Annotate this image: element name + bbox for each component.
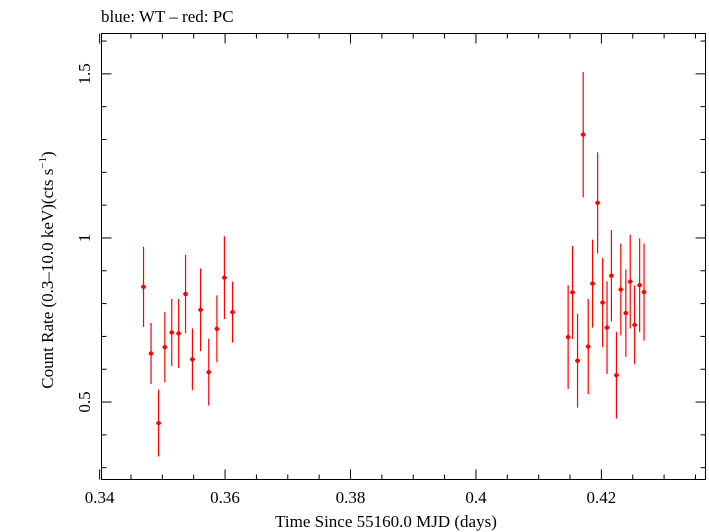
- point-marker: [590, 281, 595, 286]
- data-point: [162, 312, 168, 383]
- data-point: [221, 236, 227, 320]
- data-point: [627, 234, 633, 329]
- y-tick-label: 1.5: [75, 63, 94, 84]
- data-point: [580, 71, 586, 198]
- point-marker: [628, 279, 633, 284]
- y-axis-label-main: Count Rate (0.3–10.0 keV)(cts s: [38, 169, 57, 389]
- plot-frame: [101, 33, 706, 480]
- point-marker: [632, 322, 637, 328]
- data-point: [156, 389, 162, 457]
- point-marker: [600, 300, 605, 305]
- data-point: [189, 328, 195, 391]
- data-point: [570, 245, 576, 340]
- point-marker: [148, 351, 154, 356]
- data-point: [604, 281, 610, 374]
- point-marker: [222, 275, 227, 280]
- point-marker: [623, 310, 629, 316]
- point-marker: [565, 334, 571, 340]
- data-point: [641, 243, 647, 341]
- point-marker: [580, 132, 586, 137]
- x-tick-label: 0.36: [210, 488, 240, 507]
- data-point: [613, 331, 619, 419]
- data-point: [618, 243, 624, 336]
- x-tick-label: 0.38: [336, 488, 366, 507]
- point-marker: [169, 330, 174, 335]
- point-marker: [609, 273, 614, 278]
- y-axis-label-superscript: −1: [37, 157, 49, 169]
- data-point: [585, 298, 591, 395]
- point-marker: [230, 309, 235, 315]
- data-point: [575, 313, 581, 408]
- data-point: [169, 298, 175, 366]
- point-marker: [604, 325, 610, 330]
- x-tick-label: 0.34: [85, 488, 115, 507]
- point-marker: [156, 420, 161, 426]
- data-point: [141, 246, 147, 327]
- data-point: [183, 255, 189, 334]
- data-point: [608, 230, 614, 322]
- point-marker: [618, 287, 624, 292]
- point-marker: [637, 283, 642, 288]
- point-marker: [176, 331, 181, 336]
- point-marker: [141, 284, 146, 290]
- y-axis-label-close: ): [38, 151, 57, 157]
- point-marker: [570, 290, 575, 295]
- axis-tick-labels: 0.34 0.36 0.38 0.4 0.42 0.5 1 1.5: [75, 63, 616, 507]
- point-marker: [575, 358, 580, 363]
- axis-ticks: [99, 33, 706, 480]
- data-point: [595, 152, 601, 254]
- point-marker: [198, 307, 203, 313]
- point-marker: [214, 326, 220, 332]
- data-point: [632, 285, 638, 365]
- x-axis-label: Time Since 55160.0 MJD (days): [275, 512, 497, 531]
- point-marker: [641, 289, 647, 295]
- data-point: [176, 298, 182, 368]
- point-marker: [586, 344, 591, 349]
- point-marker: [190, 357, 195, 362]
- data-point: [600, 257, 606, 348]
- data-point: [214, 295, 220, 363]
- x-tick-label: 0.4: [465, 488, 487, 507]
- chart-title: blue: WT – red: PC: [101, 7, 234, 26]
- data-point: [637, 238, 643, 333]
- point-marker: [614, 372, 619, 378]
- data-point: [148, 322, 154, 384]
- y-tick-label: 1: [75, 234, 94, 243]
- data-point: [623, 269, 629, 357]
- data-point: [198, 268, 204, 352]
- point-marker: [595, 200, 600, 206]
- point-marker: [206, 369, 211, 375]
- point-marker: [162, 345, 168, 350]
- data-point: [565, 285, 571, 389]
- data-point: [206, 338, 212, 406]
- data-point: [230, 281, 236, 343]
- y-axis-label: Count Rate (0.3–10.0 keV)(cts s−1): [37, 151, 57, 388]
- y-tick-label: 0.5: [75, 391, 94, 412]
- point-marker: [183, 291, 188, 297]
- data-points: [141, 71, 647, 457]
- x-tick-label: 0.42: [587, 488, 617, 507]
- data-point: [590, 239, 596, 328]
